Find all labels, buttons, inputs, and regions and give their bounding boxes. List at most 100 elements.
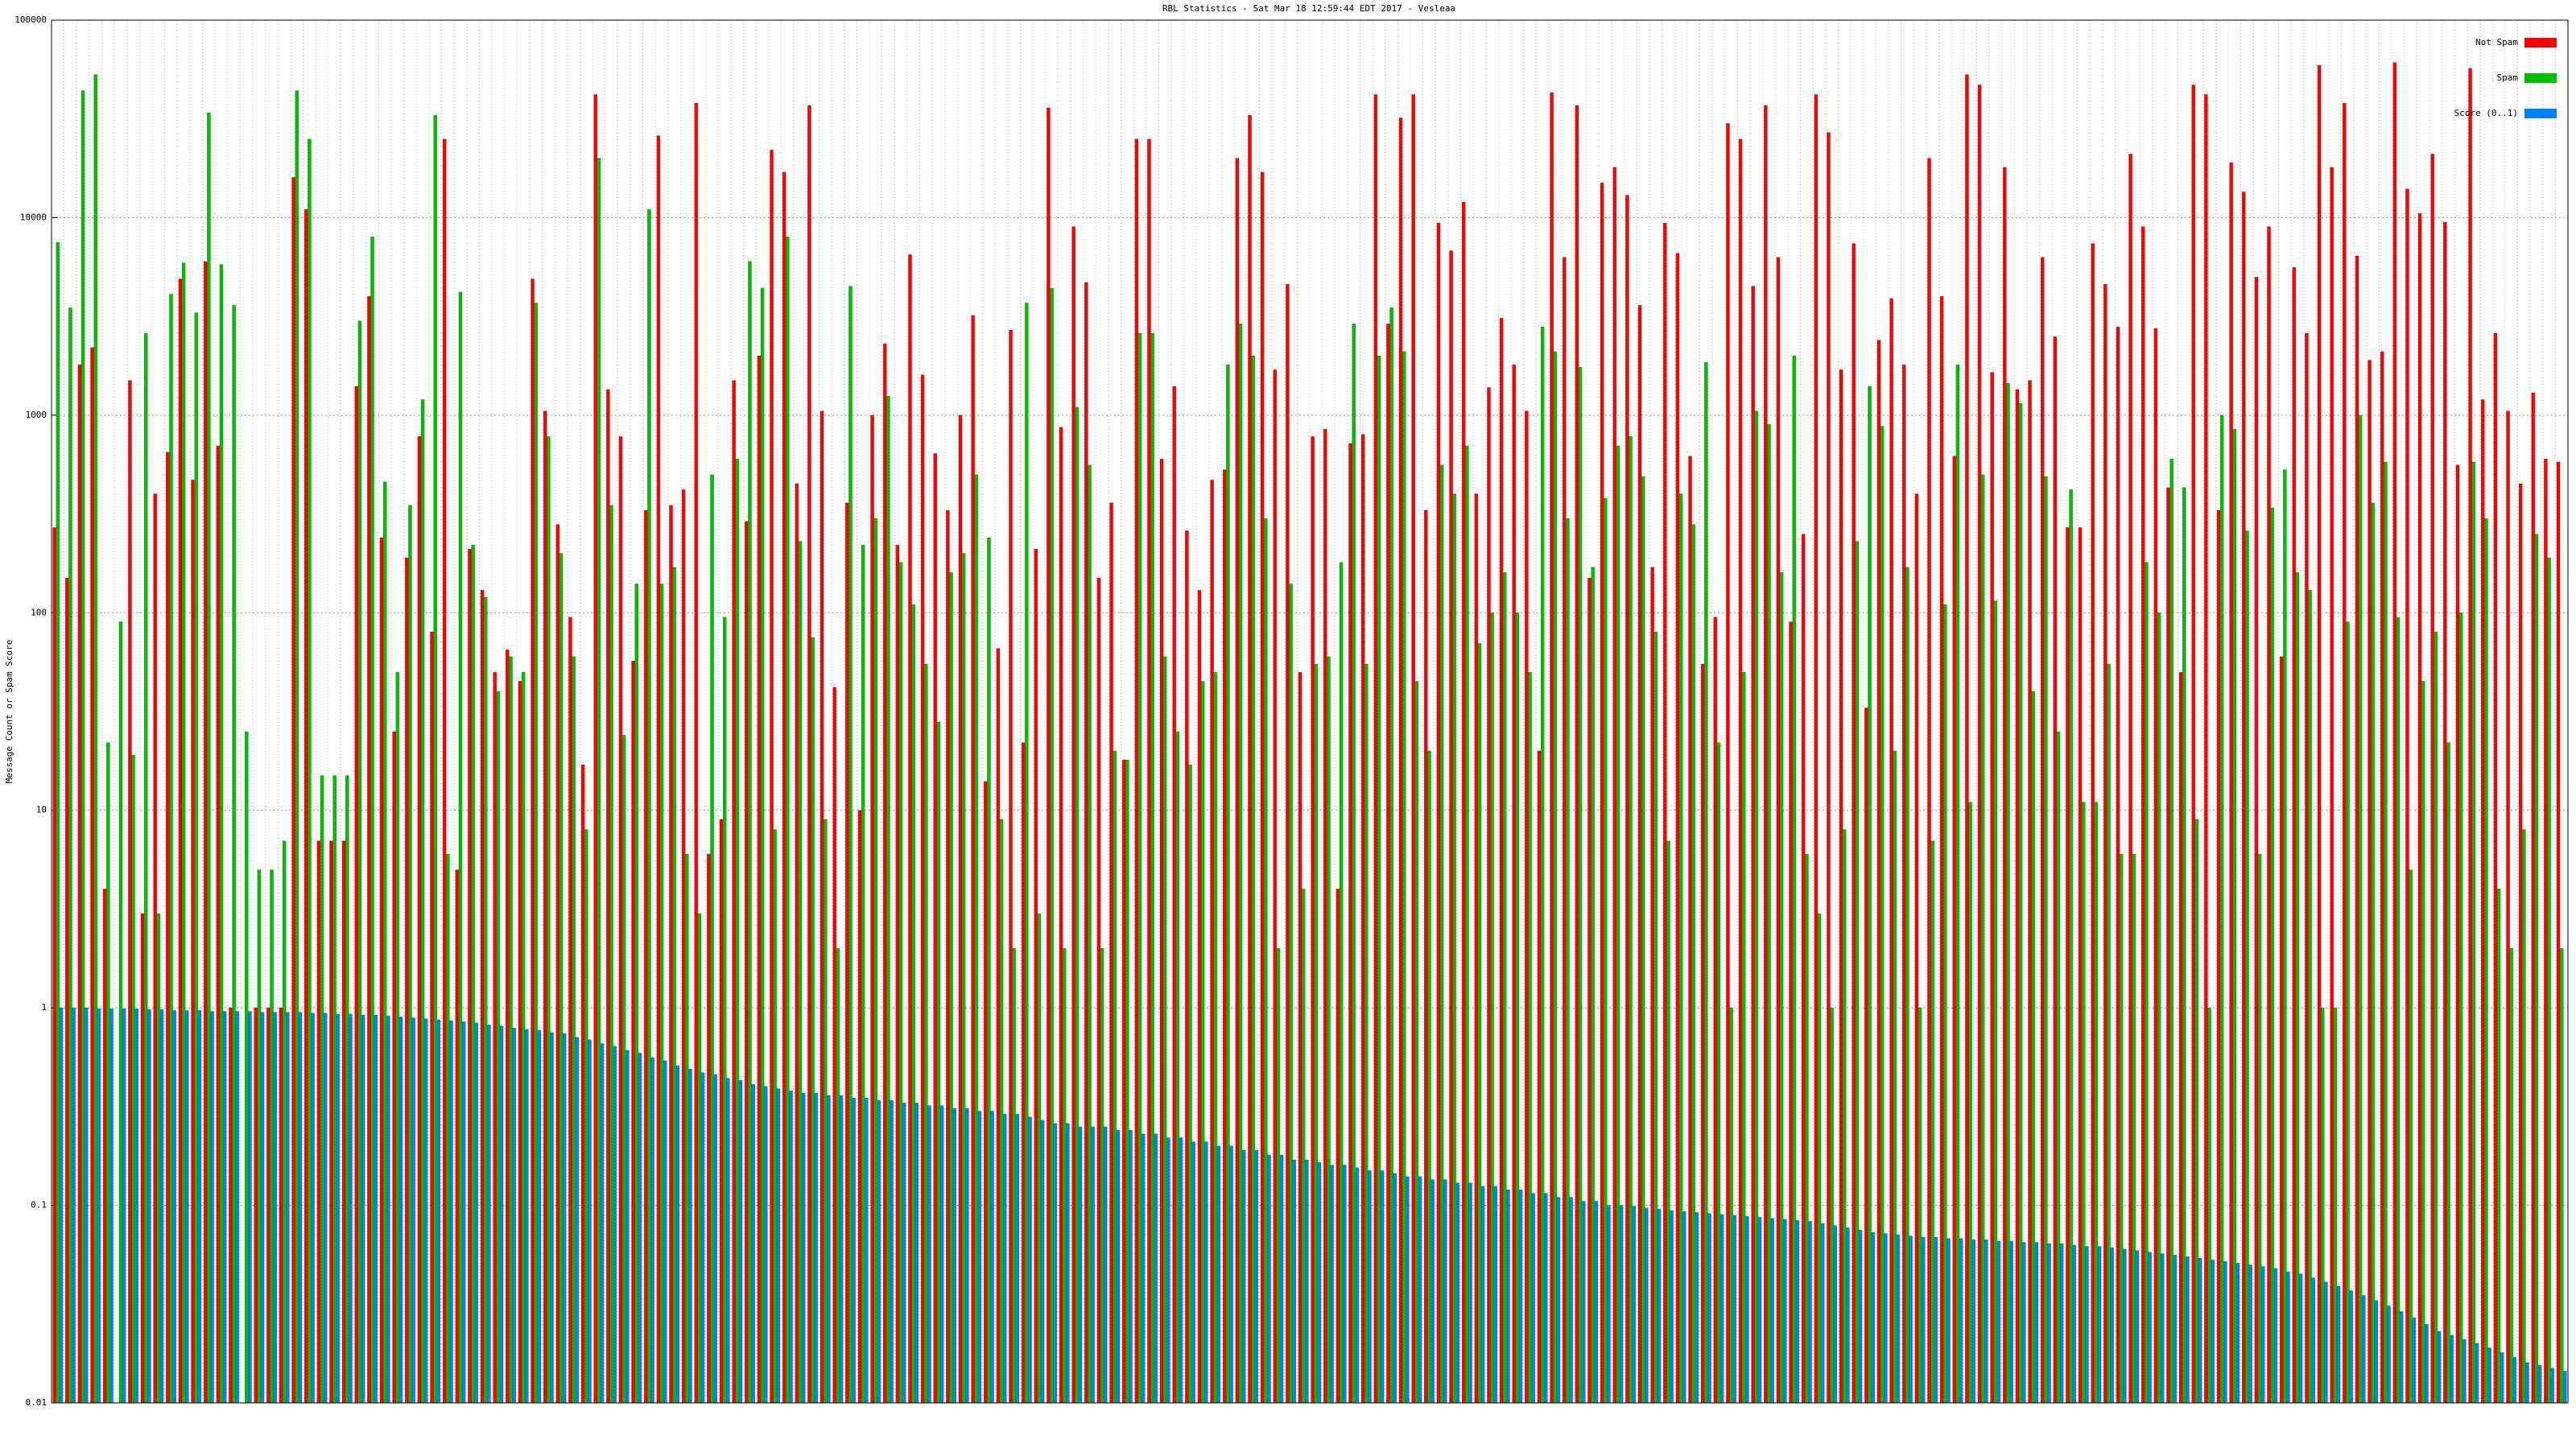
bar <box>367 295 371 1404</box>
bar <box>2160 1253 2165 1404</box>
bar <box>1078 1126 1083 1404</box>
bar <box>735 459 740 1404</box>
bar <box>2475 1343 2479 1404</box>
bar <box>1575 105 1579 1404</box>
bar <box>2450 1334 2454 1404</box>
bar <box>2547 557 2551 1404</box>
bar <box>1678 493 1683 1404</box>
bar <box>1688 456 1692 1404</box>
bar <box>1298 671 1302 1404</box>
bar <box>789 1091 793 1404</box>
bar <box>2446 742 2450 1404</box>
legend-label: Score (0..1) <box>2454 108 2518 118</box>
bar <box>1528 671 1532 1404</box>
bar <box>2186 1256 2190 1404</box>
bar <box>386 1015 390 1404</box>
bar <box>588 1039 592 1404</box>
bar <box>499 1025 504 1404</box>
bar <box>181 262 186 1404</box>
bar <box>1210 480 1214 1404</box>
bar <box>1499 318 1504 1404</box>
bar <box>2072 1244 2077 1404</box>
bar <box>285 1012 290 1404</box>
bar <box>2480 399 2485 1404</box>
bar <box>1162 656 1167 1404</box>
bar <box>1137 332 1142 1404</box>
bar <box>710 474 714 1404</box>
bar <box>2148 1252 2152 1404</box>
bar <box>2040 257 2045 1404</box>
bar <box>52 527 56 1404</box>
bar <box>2002 167 2007 1404</box>
bar <box>1248 114 1252 1404</box>
bar <box>2355 255 2359 1404</box>
bar <box>248 1011 252 1404</box>
bar <box>2468 68 2472 1404</box>
bar <box>1996 1240 2001 1404</box>
bar <box>229 1007 233 1404</box>
bar <box>1965 74 1969 1404</box>
bar <box>404 557 409 1404</box>
bar <box>270 869 274 1404</box>
legend-label: Spam <box>2497 72 2519 83</box>
bar <box>2219 415 2224 1404</box>
bar <box>2471 461 2476 1404</box>
bar <box>1776 257 1781 1404</box>
bar <box>2487 1347 2491 1404</box>
bar <box>423 1018 428 1404</box>
bar <box>232 305 236 1404</box>
bar <box>1129 1130 1133 1404</box>
bar <box>1543 1193 1548 1404</box>
bar <box>1650 567 1654 1404</box>
bar <box>266 1007 270 1404</box>
bar <box>2094 802 2099 1404</box>
bar <box>1569 1197 1573 1404</box>
bar <box>1666 840 1670 1404</box>
bar <box>1427 750 1431 1404</box>
bar <box>1125 759 1129 1404</box>
bar <box>675 1065 680 1404</box>
bar <box>1449 250 1453 1404</box>
bar <box>1096 577 1101 1404</box>
bar <box>1914 493 1919 1404</box>
bar <box>763 1086 768 1404</box>
bar <box>1525 410 1529 1404</box>
bar <box>374 1014 378 1404</box>
bar <box>1952 456 1957 1404</box>
bar <box>72 1007 76 1404</box>
bar <box>2153 328 2158 1404</box>
bar <box>122 1008 126 1404</box>
bar <box>341 840 346 1404</box>
bar <box>59 1007 64 1404</box>
bar <box>669 505 673 1404</box>
bar <box>361 1014 365 1404</box>
bar <box>2458 613 2463 1404</box>
bar <box>2107 663 2111 1404</box>
bar <box>1480 1186 1485 1404</box>
bar <box>1801 534 1806 1404</box>
bar <box>1154 1133 1158 1404</box>
bar <box>2140 226 2145 1404</box>
bar <box>2496 889 2501 1404</box>
bar <box>1222 469 1227 1404</box>
bar <box>411 1017 415 1404</box>
bar <box>1436 222 1441 1404</box>
bar <box>254 1007 258 1404</box>
bar <box>2182 487 2186 1404</box>
bar <box>1562 257 1567 1404</box>
bar <box>1893 750 1897 1404</box>
bar <box>2396 617 2401 1404</box>
bar <box>90 347 94 1404</box>
bar <box>2361 1295 2366 1404</box>
bar <box>1880 426 1885 1404</box>
bar <box>1373 94 1378 1404</box>
bar <box>1805 853 1809 1404</box>
bar <box>1084 282 1088 1404</box>
bar <box>2091 243 2095 1404</box>
bar <box>1113 750 1117 1404</box>
bar <box>2157 613 2161 1404</box>
bar <box>2559 948 2564 1404</box>
bar <box>1745 1215 1749 1404</box>
bar <box>298 1012 303 1404</box>
